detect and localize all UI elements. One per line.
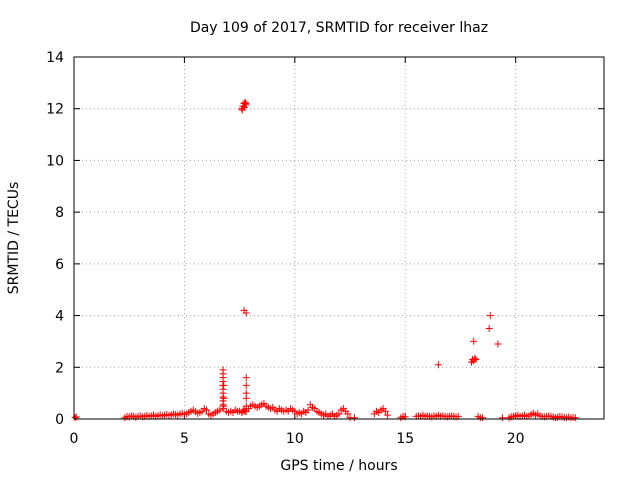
y-tick-label: 12 bbox=[46, 102, 64, 118]
data-point bbox=[242, 100, 250, 108]
data-point bbox=[335, 410, 343, 418]
grid bbox=[74, 57, 604, 419]
data-points bbox=[71, 98, 579, 422]
y-tick-label: 2 bbox=[55, 360, 64, 376]
x-tick-label: 20 bbox=[507, 431, 525, 447]
data-point bbox=[479, 414, 487, 422]
data-point bbox=[498, 414, 506, 422]
y-tick-label: 4 bbox=[55, 309, 64, 325]
data-point bbox=[242, 381, 250, 389]
data-point bbox=[350, 414, 358, 422]
x-tick-label: 10 bbox=[286, 431, 304, 447]
data-point bbox=[344, 410, 352, 418]
data-point bbox=[216, 406, 224, 414]
plot-frame bbox=[73, 56, 605, 420]
data-point bbox=[242, 374, 250, 382]
data-point bbox=[304, 406, 312, 414]
data-point bbox=[240, 103, 248, 111]
data-point bbox=[434, 361, 442, 369]
y-tick-label: 10 bbox=[46, 153, 64, 169]
data-point bbox=[485, 325, 493, 332]
data-point bbox=[384, 411, 392, 419]
data-point bbox=[571, 414, 579, 422]
axis-ticks: 0 5 10 15 20 0 2 4 6 8 10 12 14 bbox=[46, 50, 604, 447]
y-tick-label: 14 bbox=[46, 50, 64, 66]
data-point bbox=[470, 337, 478, 345]
x-tick-label: 15 bbox=[396, 431, 414, 447]
data-point bbox=[486, 312, 494, 320]
data-point bbox=[203, 406, 210, 414]
data-point bbox=[242, 309, 250, 317]
chart-title: Day 109 of 2017, SRMTID for receiver lha… bbox=[190, 20, 488, 36]
data-point bbox=[494, 340, 502, 348]
x-axis-label: GPS time / hours bbox=[280, 458, 397, 474]
data-point bbox=[220, 394, 228, 402]
data-point bbox=[242, 394, 250, 402]
x-tick-label: 0 bbox=[70, 431, 79, 447]
data-point bbox=[219, 366, 227, 374]
data-point bbox=[220, 381, 228, 389]
data-point bbox=[472, 356, 480, 364]
data-point bbox=[381, 407, 389, 415]
y-tick-label: 6 bbox=[55, 257, 64, 273]
data-point bbox=[471, 354, 479, 362]
data-point bbox=[220, 402, 228, 410]
x-tick-label: 5 bbox=[180, 431, 189, 447]
y-tick-label: 8 bbox=[55, 205, 64, 221]
y-tick-label: 0 bbox=[55, 412, 64, 428]
y-axis-label: SRMTID / TECUs bbox=[6, 182, 22, 295]
data-point bbox=[71, 414, 79, 422]
